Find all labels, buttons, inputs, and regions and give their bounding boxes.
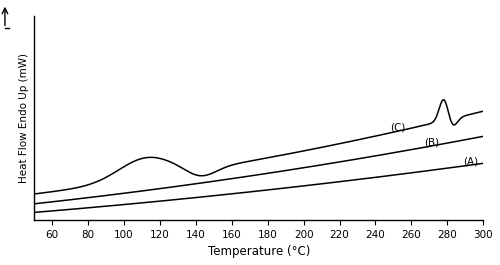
Text: (A): (A) — [464, 156, 478, 166]
Text: (C): (C) — [390, 123, 405, 133]
Y-axis label: Heat Flow Endo Up (mW): Heat Flow Endo Up (mW) — [18, 53, 28, 183]
Text: (B): (B) — [424, 137, 439, 147]
X-axis label: Temperature (°C): Temperature (°C) — [208, 245, 310, 258]
